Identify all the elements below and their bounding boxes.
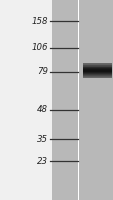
Bar — [82, 70, 111, 71]
Bar — [82, 66, 111, 67]
Text: 35: 35 — [37, 134, 47, 144]
Text: 48: 48 — [37, 106, 47, 114]
Bar — [82, 68, 111, 69]
Bar — [82, 71, 111, 72]
Bar — [82, 65, 111, 66]
Bar — [79, 0, 113, 200]
Bar — [82, 64, 111, 65]
Bar — [82, 67, 111, 68]
Bar — [82, 63, 111, 64]
Bar — [77, 0, 79, 200]
Bar — [82, 76, 111, 77]
Bar — [0, 0, 52, 200]
Bar — [82, 71, 111, 72]
Text: 79: 79 — [37, 68, 47, 76]
Text: 106: 106 — [31, 44, 47, 52]
Bar — [82, 75, 111, 76]
Bar — [82, 77, 111, 78]
Bar — [52, 0, 77, 200]
Bar — [82, 72, 111, 73]
Bar — [82, 74, 111, 75]
Text: 23: 23 — [37, 156, 47, 166]
Bar — [82, 73, 111, 74]
Bar — [82, 69, 111, 70]
Text: 158: 158 — [31, 17, 47, 25]
